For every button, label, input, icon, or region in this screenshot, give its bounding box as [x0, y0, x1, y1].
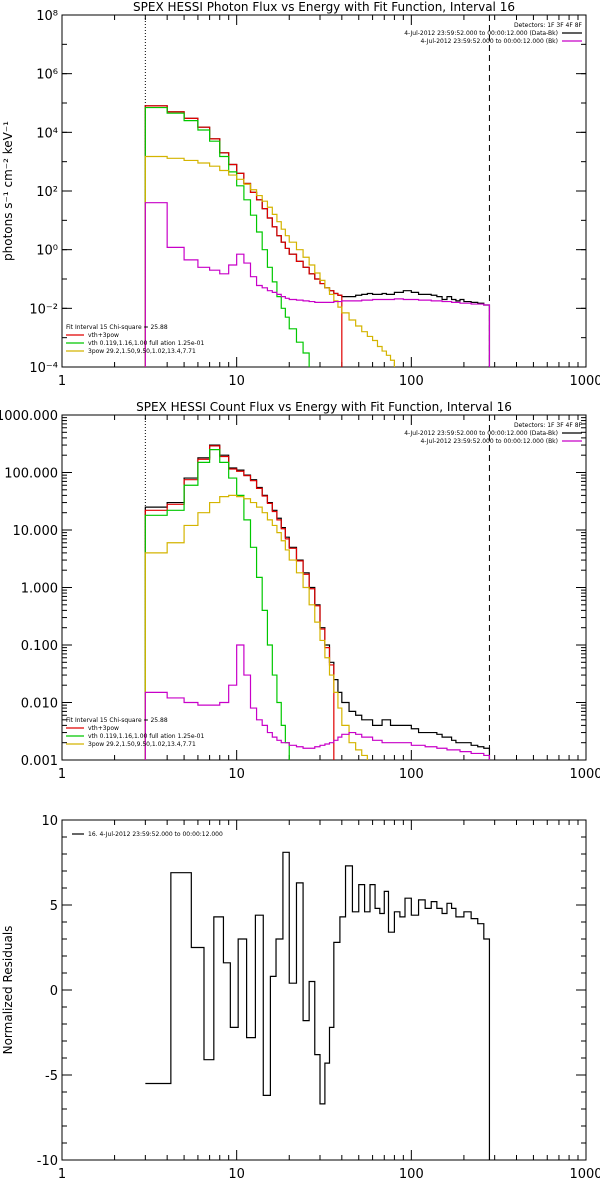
- series-group: [144, 15, 491, 367]
- y-tick-label: 10⁶: [36, 68, 58, 83]
- legend-entry-label: 16. 4-Jul-2012 23:59:52.000 to 00:00:12.…: [88, 831, 223, 838]
- x-tick-label: 10: [228, 374, 245, 389]
- y-tick-label: 10⁻²: [29, 302, 58, 317]
- series-line-5: [144, 644, 491, 760]
- y-tick-label: 10⁰: [36, 244, 58, 259]
- series-line-2: [144, 445, 335, 760]
- x-tick-label: 1000: [569, 374, 600, 389]
- legend-entry-label: 3pow 29.2,1.50,9.50,1.02,13.4,7.71: [88, 741, 196, 748]
- y-tick-label: 10⁸: [36, 9, 58, 24]
- legend-entry-label: 4-Jul-2012 23:59:52.000 to 00:00:12.000 …: [420, 38, 558, 45]
- y-axis-label: photons s⁻¹ cm⁻² keV⁻¹: [1, 121, 15, 261]
- y-tick-label: 100.000: [4, 467, 58, 482]
- series-line-3: [144, 106, 310, 367]
- x-tick-label: 1: [58, 767, 66, 782]
- series-line-1: [144, 105, 491, 367]
- x-tick-label: 1000: [569, 767, 600, 782]
- y-tick-label: 10²: [36, 185, 58, 200]
- x-tick-label: 100: [399, 767, 424, 782]
- plot-frame: [61, 819, 587, 1161]
- x-tick-label: 1000: [569, 1167, 600, 1182]
- x-tick-label: 100: [399, 1167, 424, 1182]
- legend-top-right: Detectors: 1F 3F 4F 8F4-Jul-2012 23:59:5…: [404, 22, 582, 45]
- legend-top-left: 16. 4-Jul-2012 23:59:52.000 to 00:00:12.…: [72, 831, 223, 838]
- plot-frame: [61, 414, 587, 761]
- series-line-1: [144, 444, 491, 760]
- series-line-3: [144, 449, 290, 760]
- y-tick-label: 10⁻⁴: [29, 361, 58, 376]
- series-line-4: [144, 155, 396, 367]
- chart-panel-1: 1 10 100 1000 10⁻⁴ 10⁻² 10⁰ 10² 10⁴ 10⁶ 10⁸ SPEX HE…: [1, 0, 600, 389]
- y-tick-label: 0.001: [21, 754, 58, 769]
- x-tick-label: 1: [58, 374, 66, 389]
- legend-header: Fit Interval 15 Chi-square = 25.88: [66, 717, 168, 724]
- legend-header: Detectors: 1F 3F 4F 8F: [514, 22, 583, 29]
- x-tick-label: 1: [58, 1167, 66, 1182]
- y-tick-label: 0.010: [21, 697, 58, 712]
- y-tick-label: 10: [41, 814, 58, 829]
- legend-entry-label: 3pow 29.2,1.50,9.50,1.02,13.4,7.71: [88, 348, 196, 355]
- legend-bottom-left: Fit Interval 15 Chi-square = 25.88vth+3p…: [66, 717, 204, 748]
- legend-entry-label: 4-Jul-2012 23:59:52.000 to 00:00:12.000 …: [404, 30, 558, 37]
- x-tick-label: 10: [228, 1167, 245, 1182]
- series-line-1: [145, 851, 491, 1160]
- legend-top-right: Detectors: 1F 3F 4F 8F4-Jul-2012 23:59:5…: [404, 422, 582, 445]
- chart-title: SPEX HESSI Count Flux vs Energy with Fit…: [136, 400, 512, 414]
- y-tick-label: 5: [50, 899, 58, 914]
- chart-panel-2: 1 10 100 1000 0.001 0.010 0.100 1.000 10.000 100.…: [0, 400, 600, 782]
- y-axis-label: Normalized Residuals: [1, 926, 15, 1055]
- y-tick-label: -10: [37, 1154, 58, 1169]
- x-tick-label: 10: [228, 767, 245, 782]
- series-group: [144, 415, 491, 760]
- chart-panel-3: 1 10 100 1000 -10 -5 0 5 10 Normalized Residuals 1…: [1, 814, 600, 1182]
- legend-entry-label: 4-Jul-2012 23:59:52.000 to 00:00:12.000 …: [420, 438, 558, 445]
- legend-entry-label: 4-Jul-2012 23:59:52.000 to 00:00:12.000 …: [404, 430, 558, 437]
- legend-bottom-left: Fit Interval 15 Chi-square = 25.88vth+3p…: [66, 324, 204, 355]
- series-group: [145, 851, 491, 1160]
- legend-entry-label: vth 0.119,1.16,1.00 full ation 1.25e-01: [88, 733, 204, 740]
- legend-header: Detectors: 1F 3F 4F 8F: [514, 422, 583, 429]
- series-line-5: [144, 202, 491, 367]
- x-tick-label: 100: [399, 374, 424, 389]
- y-tick-label: 10.000: [13, 524, 59, 539]
- y-tick-label: -5: [45, 1069, 58, 1084]
- legend-entry-label: vth+3pow: [88, 332, 119, 339]
- y-tick-label: 0.100: [21, 639, 58, 654]
- legend-header: Fit Interval 15 Chi-square = 25.88: [66, 324, 168, 331]
- y-tick-label: 0: [50, 984, 58, 999]
- legend-entry-label: vth 0.119,1.16,1.00 full ation 1.25e-01: [88, 340, 204, 347]
- series-line-4: [144, 494, 368, 760]
- y-tick-label: 1000.000: [0, 409, 58, 424]
- legend-entry-label: vth+3pow: [88, 725, 119, 732]
- y-tick-label: 10⁴: [36, 126, 58, 141]
- plot-frame: [61, 14, 587, 368]
- chart-title: SPEX HESSI Photon Flux vs Energy with Fi…: [133, 0, 515, 14]
- y-tick-label: 1.000: [21, 582, 58, 597]
